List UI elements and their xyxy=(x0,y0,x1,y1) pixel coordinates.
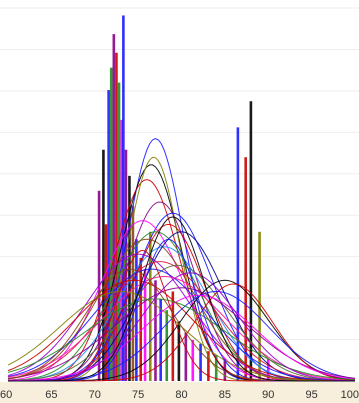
density-curve xyxy=(7,272,356,382)
density-curve xyxy=(7,287,356,379)
density-curve xyxy=(8,138,355,382)
bar xyxy=(124,149,128,381)
x-tick-label: 60 xyxy=(0,389,12,401)
bar xyxy=(244,157,247,381)
x-tick-label: 65 xyxy=(45,389,57,401)
x-tick-label: 100 xyxy=(341,389,359,401)
bar xyxy=(199,343,202,381)
bar xyxy=(109,67,113,382)
density-curve xyxy=(7,261,356,382)
x-tick-label: 75 xyxy=(132,389,144,401)
x-tick-label: 70 xyxy=(89,389,101,401)
density-curve xyxy=(8,156,355,382)
bar xyxy=(258,231,261,381)
x-axis-band xyxy=(0,382,359,403)
bar xyxy=(148,231,152,381)
bar xyxy=(117,82,121,381)
x-tick-label: 90 xyxy=(262,389,274,401)
bar xyxy=(154,280,157,381)
bar xyxy=(143,269,147,381)
density-curve xyxy=(7,264,356,382)
bar xyxy=(171,291,175,381)
density-curve xyxy=(7,276,356,381)
x-tick-label: 95 xyxy=(306,389,318,401)
density-curve xyxy=(7,279,356,382)
bar xyxy=(115,52,118,381)
bar xyxy=(266,358,270,381)
bar xyxy=(120,119,123,382)
density-curve xyxy=(7,268,356,382)
bar xyxy=(112,34,116,382)
bar xyxy=(207,351,210,381)
bar-group xyxy=(97,15,270,382)
bar xyxy=(165,310,169,381)
curve-group xyxy=(7,138,356,382)
x-tick-labels: 60 65 70 75 80 85 90 95 100 xyxy=(0,389,359,401)
bar xyxy=(122,15,125,382)
bar xyxy=(139,257,143,381)
bar xyxy=(159,298,162,381)
gridlines xyxy=(0,7,359,341)
bar xyxy=(102,149,105,381)
x-tick-label: 85 xyxy=(219,389,231,401)
density-curve xyxy=(7,294,356,382)
bar xyxy=(107,90,110,381)
bar xyxy=(128,175,131,381)
x-tick-label: 80 xyxy=(175,389,187,401)
density-curve xyxy=(7,253,356,382)
bar xyxy=(184,332,188,381)
bar xyxy=(236,127,240,381)
bar xyxy=(249,101,253,381)
density-curve xyxy=(8,216,355,382)
density-curve xyxy=(7,298,356,381)
bar xyxy=(177,321,181,381)
density-curve xyxy=(7,212,355,382)
bar xyxy=(135,239,138,381)
